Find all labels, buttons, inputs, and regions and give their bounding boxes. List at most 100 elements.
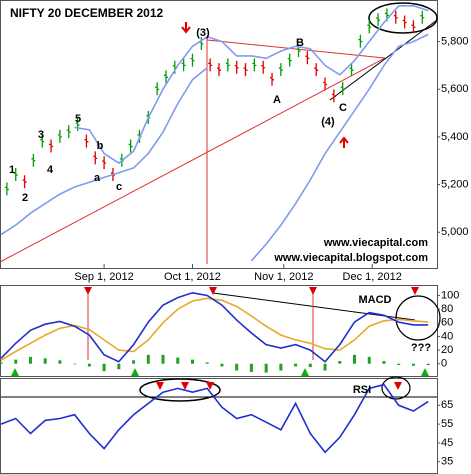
- annotation: ???: [411, 342, 431, 354]
- histogram-bar: [264, 363, 268, 373]
- macd-frame: [0, 285, 438, 377]
- price-bar: [305, 51, 310, 65]
- price-bar: [31, 153, 36, 167]
- y-tick-label: 5,000: [441, 226, 469, 238]
- trend-line: [329, 19, 438, 101]
- highlight-ellipse: [139, 378, 221, 402]
- histogram-bar: [367, 356, 371, 364]
- price-bar: [163, 70, 168, 84]
- arrow-up: [339, 136, 349, 148]
- price-bar: [155, 82, 160, 96]
- x-tick-label: Sep 1, 2012: [74, 271, 133, 283]
- y-tick-label: 5,800: [441, 35, 469, 47]
- annotation: (3): [196, 27, 210, 39]
- price-bar: [402, 15, 407, 29]
- price-bar: [234, 60, 239, 74]
- histogram-bar: [279, 363, 283, 371]
- histogram-bar: [382, 361, 386, 364]
- annotation: 5: [75, 113, 81, 125]
- price-bar: [287, 53, 292, 67]
- y-tick-label: 20: [441, 344, 453, 356]
- y-tick-label: 5,600: [441, 83, 469, 95]
- y-tick-label: 0: [441, 358, 447, 370]
- line: [74, 5, 429, 165]
- price-bar: [128, 139, 133, 153]
- histogram-bar: [87, 363, 91, 367]
- price-bar: [340, 82, 345, 96]
- price-bar: [49, 139, 54, 153]
- trend-line: [206, 39, 386, 59]
- line: [0, 383, 429, 454]
- histogram-bar: [28, 356, 32, 364]
- price-bar: [84, 134, 89, 148]
- price-bar: [270, 72, 275, 86]
- annotation: 4: [47, 164, 54, 176]
- histogram-bar: [161, 354, 165, 364]
- histogram-bar: [323, 363, 327, 371]
- histogram-bar: [58, 360, 62, 364]
- price-bar: [57, 129, 62, 143]
- histogram-bar: [294, 363, 298, 367]
- annotation: c: [116, 181, 122, 193]
- histogram-bar: [205, 362, 209, 364]
- histogram-bar: [308, 363, 312, 368]
- price-bar: [13, 168, 18, 182]
- y-tick-label: 80: [441, 303, 453, 315]
- price-bar: [190, 53, 195, 67]
- y-tick-label: 35: [441, 456, 453, 468]
- histogram-bar: [353, 354, 357, 364]
- histogram-bar: [190, 359, 194, 364]
- x-tick-label: Oct 1, 2012: [164, 271, 221, 283]
- line: [0, 291, 429, 363]
- annotation: RSI: [353, 384, 371, 396]
- price-bar: [225, 58, 230, 72]
- arrow-down: [181, 22, 191, 34]
- price-bar: [102, 156, 107, 170]
- histogram-bar: [0, 362, 3, 364]
- annotation: MACD: [359, 294, 392, 306]
- price-bar: [331, 89, 336, 103]
- price-bar: [66, 125, 71, 139]
- price-bar: [358, 34, 363, 48]
- price-bar: [314, 63, 319, 77]
- price-bar: [181, 58, 186, 72]
- annotation: 2: [22, 192, 28, 204]
- price-bar: [4, 182, 9, 196]
- histogram-bar: [176, 357, 180, 364]
- histogram-bar: [397, 363, 401, 366]
- histogram-bar: [117, 363, 121, 370]
- histogram-bar: [235, 363, 239, 371]
- y-tick-label: 60: [441, 317, 453, 329]
- price-bar: [323, 77, 328, 91]
- annotation: www.viecapital.blogspot.com: [273, 252, 428, 264]
- price-bar: [208, 58, 213, 72]
- price-bar: [252, 58, 257, 72]
- y-tick-label: 45: [441, 437, 453, 449]
- y-tick-label: 100: [441, 289, 459, 301]
- highlight-circle: [395, 295, 441, 341]
- trend-line: [0, 57, 386, 263]
- annotation: B: [296, 37, 304, 49]
- histogram-bar: [43, 358, 47, 364]
- y-tick-label: 40: [441, 330, 453, 342]
- annotation: 3: [38, 129, 44, 141]
- price-bar: [420, 10, 425, 24]
- price-bar: [367, 20, 372, 34]
- histogram-bar: [249, 363, 253, 372]
- histogram-bar: [220, 363, 224, 367]
- y-tick-label: 65: [441, 399, 453, 411]
- price-bar: [40, 134, 45, 148]
- annotation: (4): [321, 116, 335, 128]
- annotation: www.viecapital.com: [323, 237, 428, 249]
- x-tick-label: Dec 1, 2012: [343, 271, 402, 283]
- price-bar: [376, 13, 381, 27]
- annotation: A: [273, 94, 281, 106]
- price-frame: [0, 0, 438, 269]
- y-tick-label: 55: [441, 418, 453, 430]
- histogram-bar: [14, 359, 18, 364]
- highlight-ellipse: [368, 2, 438, 34]
- histogram-bar: [426, 363, 430, 366]
- price-bar: [75, 117, 80, 131]
